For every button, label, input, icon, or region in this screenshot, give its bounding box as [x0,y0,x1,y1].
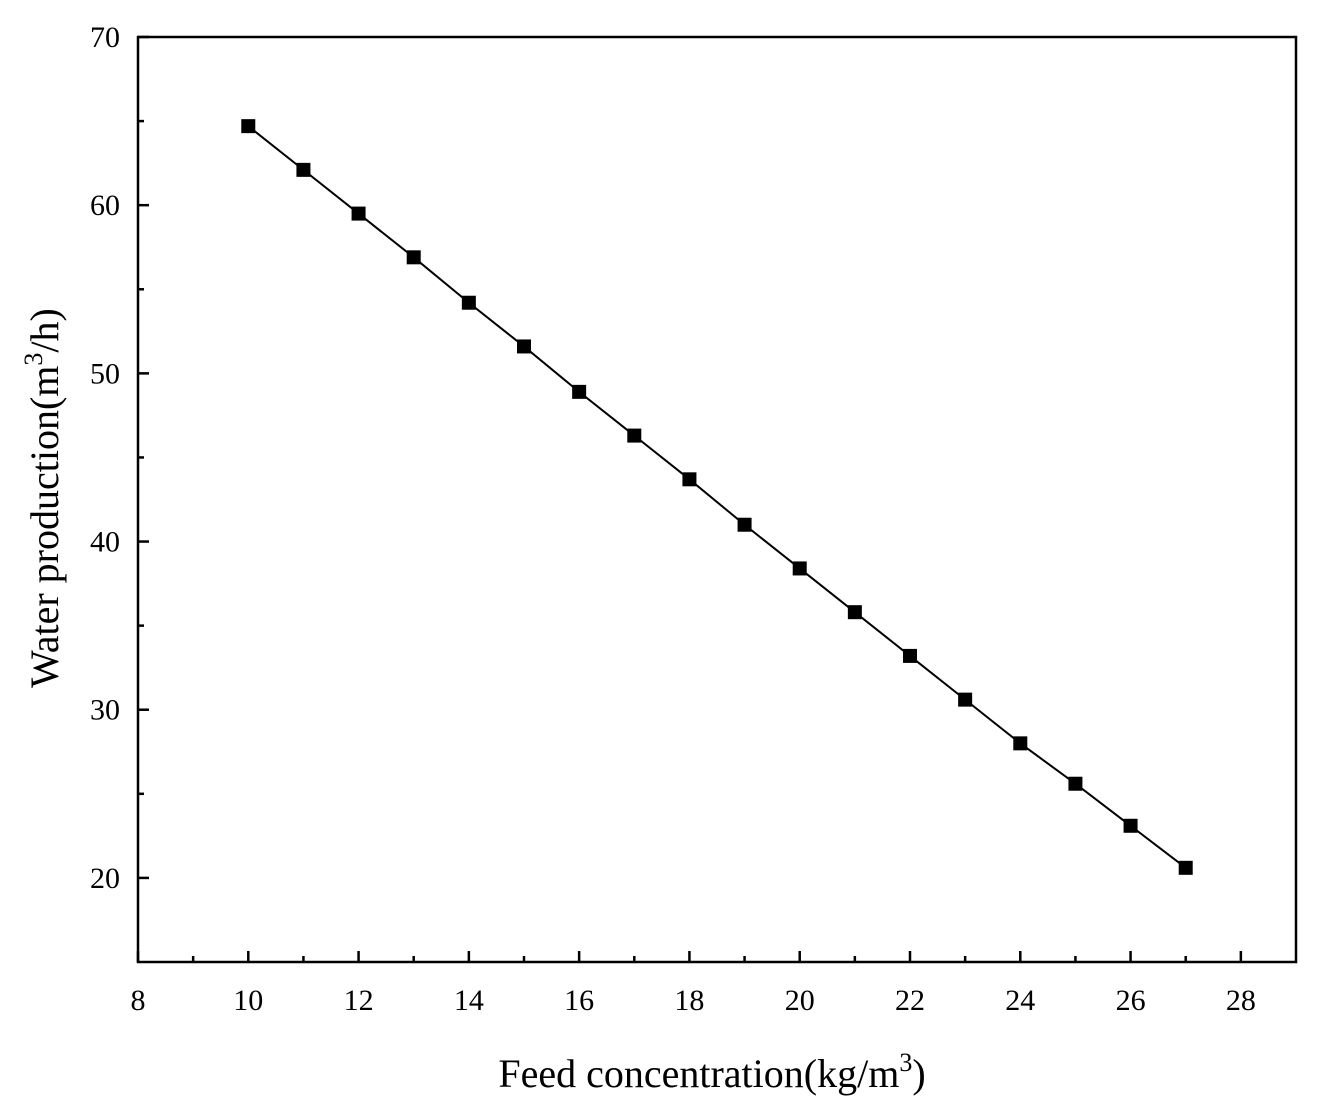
data-point [1013,736,1028,751]
y-tick-label: 40 [90,526,120,559]
data-point [682,472,697,487]
x-tick-label: 18 [674,984,704,1017]
data-point [903,648,917,663]
x-tick-label: 14 [454,984,484,1017]
data-point [1178,860,1193,875]
plot-frame [136,35,1298,964]
x-tick-label: 10 [233,984,263,1017]
x-tick-label: 12 [344,984,374,1017]
data-point [461,295,476,310]
x-tick-label: 24 [1005,984,1035,1017]
series-layer [241,119,1193,875]
y-tick-label: 20 [90,862,120,895]
data-point [517,339,531,354]
y-tick-label: 70 [90,21,120,54]
x-tick-label: 26 [1116,984,1146,1017]
x-tick-label: 28 [1226,984,1256,1017]
y-tick-label: 50 [90,357,120,390]
data-point [958,692,973,707]
x-tick-label: 20 [785,984,815,1017]
data-point [1068,776,1083,791]
tick-labels: 8 10 12 14 16 18 20 22 24 26 28 20 30 40 50 60 70 [90,21,1256,1017]
data-point [627,428,642,443]
y-tick-label: 30 [90,694,120,727]
x-tick-label: 8 [131,984,146,1017]
data-point [792,561,807,576]
y-axis-title: Water production(m3/h) [19,308,67,688]
data-point [737,517,752,532]
data-point [1123,818,1138,833]
data-point [406,250,421,265]
data-point [296,162,311,177]
x-tick-label: 16 [564,984,594,1017]
x-tick-label: 22 [895,984,925,1017]
x-axis-title: Feed concentration(kg/m3) [498,1048,925,1096]
data-point [572,384,587,399]
data-point [847,605,862,620]
data-point [351,206,366,221]
data-point [241,119,256,134]
y-tick-label: 60 [90,189,120,222]
series-line [247,125,1187,869]
